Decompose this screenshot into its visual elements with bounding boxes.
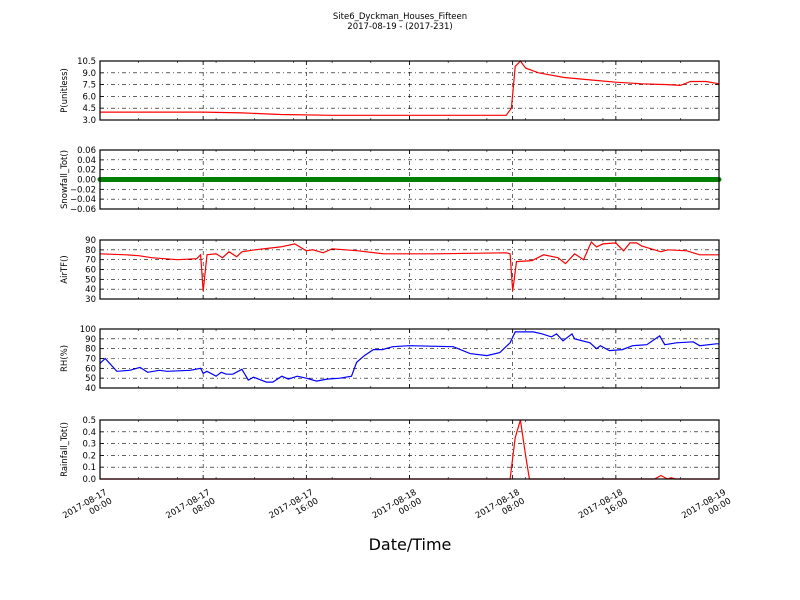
axes-frame [99,239,720,300]
axes-frame [99,419,720,480]
y-tick-label: −0.06 [70,205,96,215]
panel-pressure: 3.0 4.5 6.07.5 9.0 10.5 P(unitless) [60,57,720,126]
y-tick-label: 0.2 [82,451,96,461]
y-axis-label: Rainfall_Tot() [60,422,70,477]
chart-subtitle: 2017-08-19 - (2017-231) [347,22,452,32]
y-tick-label: 30 [85,295,96,305]
y-tick-label: 9.0 [82,69,96,79]
axes-frame [99,149,720,210]
chart-title: Site6_Dyckman_Houses_Fifteen [333,12,467,22]
y-tick-label: 100 [80,325,96,335]
y-tick-label: 90 [85,335,96,345]
y-tick-label: 0.5 [82,416,96,426]
y-tick-label: 0.4 [82,428,96,438]
series-line-air-temp [99,240,719,292]
y-tick-label: 0.1 [82,463,96,473]
y-tick-label: 10.5 [77,57,96,67]
y-tick-label: 40 [85,384,96,394]
y-tick-label: 3.0 [82,116,96,126]
y-tick-label: 60 [85,266,96,276]
y-tick-label: 70 [85,256,96,266]
y-tick-label: 80 [85,246,96,256]
y-tick-label: 0.02 [77,166,96,176]
y-tick-label: 50 [85,374,96,384]
x-axis-label: Date/Time [369,535,452,554]
y-tick-label: −0.02 [70,185,96,195]
y-tick-label: 0.3 [82,440,96,450]
y-tick-label: 60 [85,364,96,374]
panel-rainfall: 0.0 0.1 0.20.3 0.4 0.5 Rainfall_Tot() [60,416,720,485]
panel-snowfall: −0.06−0.04−0.020.000.020.040.06 Snowfall_… [60,146,722,215]
y-tick-label: 0.06 [77,146,96,156]
y-tick-label: 0.0 [82,475,96,485]
y-tick-label: 70 [85,355,96,365]
y-tick-label: 50 [85,275,96,285]
series-line-pressure [100,60,720,116]
y-axis-label: Snowfall_Tot() [60,150,70,209]
series-line-rh [99,331,719,383]
y-tick-label: 80 [85,345,96,355]
y-tick-label: 0.04 [77,156,96,166]
axes-frame [99,328,720,389]
y-axis-label: RH(%) [60,345,70,372]
y-axis-label: P(unitless) [60,68,70,113]
y-tick-label: 7.5 [82,81,96,91]
y-axis-label: AirTF() [60,255,70,283]
y-tick-label: 4.5 [82,104,96,114]
y-tick-label: 40 [85,285,96,295]
y-tick-label: −0.04 [70,195,96,205]
y-tick-label: 6.0 [82,92,96,102]
y-tick-label: 0.00 [77,176,96,186]
y-tick-label: 90 [85,236,96,246]
axes-frame [99,60,720,121]
